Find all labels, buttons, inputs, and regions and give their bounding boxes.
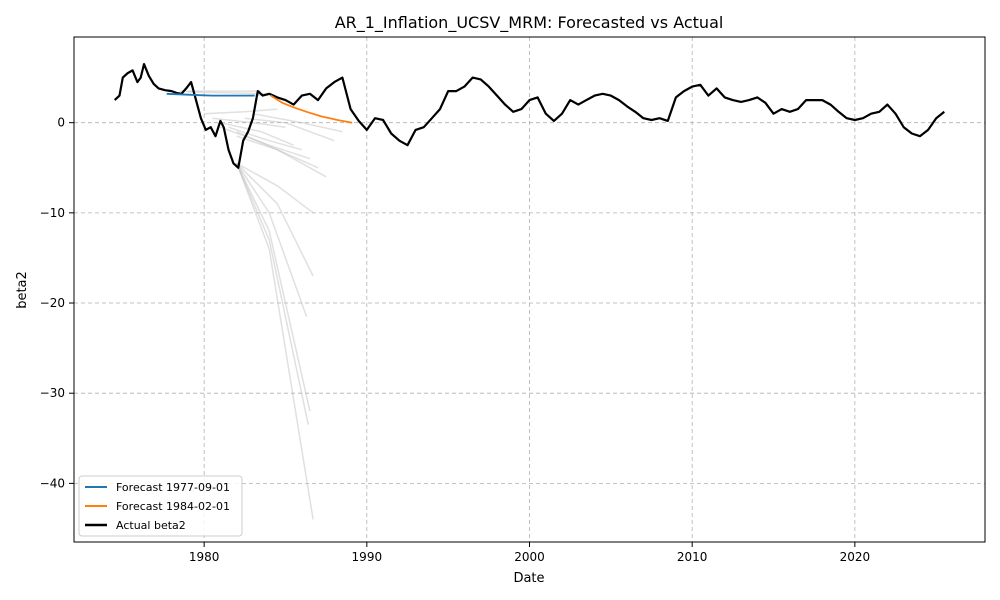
grid-lines	[74, 37, 985, 542]
y-axis-title: beta2	[15, 271, 30, 309]
y-tick-label: 0	[57, 116, 65, 130]
background-forecast-line	[212, 117, 286, 128]
background-forecast-line	[244, 117, 335, 142]
legend-label-forecast-1977: Forecast 1977-09-01	[116, 481, 230, 494]
x-axis-ticks: 1980 1990 2000 2010 2020	[189, 542, 870, 564]
x-axis-title: Date	[513, 571, 544, 586]
chart-title: AR_1_Inflation_UCSV_MRM: Forecasted vs A…	[335, 13, 724, 33]
x-tick-label: 1980	[189, 550, 220, 564]
background-forecast-line	[236, 162, 314, 214]
background-forecast-line	[204, 108, 278, 115]
y-tick-label: −40	[40, 476, 65, 490]
background-forecast-line	[236, 135, 327, 178]
background-forecast-line	[220, 126, 311, 160]
x-tick-label: 2000	[514, 550, 545, 564]
y-tick-label: −10	[40, 206, 65, 220]
background-forecast-line	[236, 162, 311, 412]
x-tick-label: 1990	[352, 550, 383, 564]
series-line-2	[113, 62, 945, 169]
background-forecast-line	[236, 162, 308, 317]
background-forecast-line	[187, 91, 270, 95]
background-forecast-line	[236, 162, 314, 277]
y-axis-ticks: 0 −10 −20 −30 −40	[40, 116, 74, 490]
legend: Forecast 1977-09-01 Forecast 1984-02-01 …	[78, 475, 243, 537]
background-forecast-line	[236, 131, 319, 169]
background-forecast-line	[236, 163, 310, 425]
background-forecast-line	[252, 112, 343, 133]
series-lines	[113, 62, 945, 169]
x-tick-label: 2020	[840, 550, 871, 564]
background-forecast-line	[235, 163, 314, 520]
y-tick-label: −30	[40, 386, 65, 400]
legend-label-actual: Actual beta2	[116, 519, 186, 532]
background-forecast-line	[220, 121, 294, 146]
series-line-0	[166, 92, 255, 97]
legend-label-forecast-1984: Forecast 1984-02-01	[116, 500, 230, 513]
x-tick-label: 2010	[677, 550, 708, 564]
background-forecast-line	[228, 126, 302, 151]
legend-box	[78, 475, 243, 537]
series-line-1	[270, 94, 353, 124]
y-tick-label: −20	[40, 296, 65, 310]
